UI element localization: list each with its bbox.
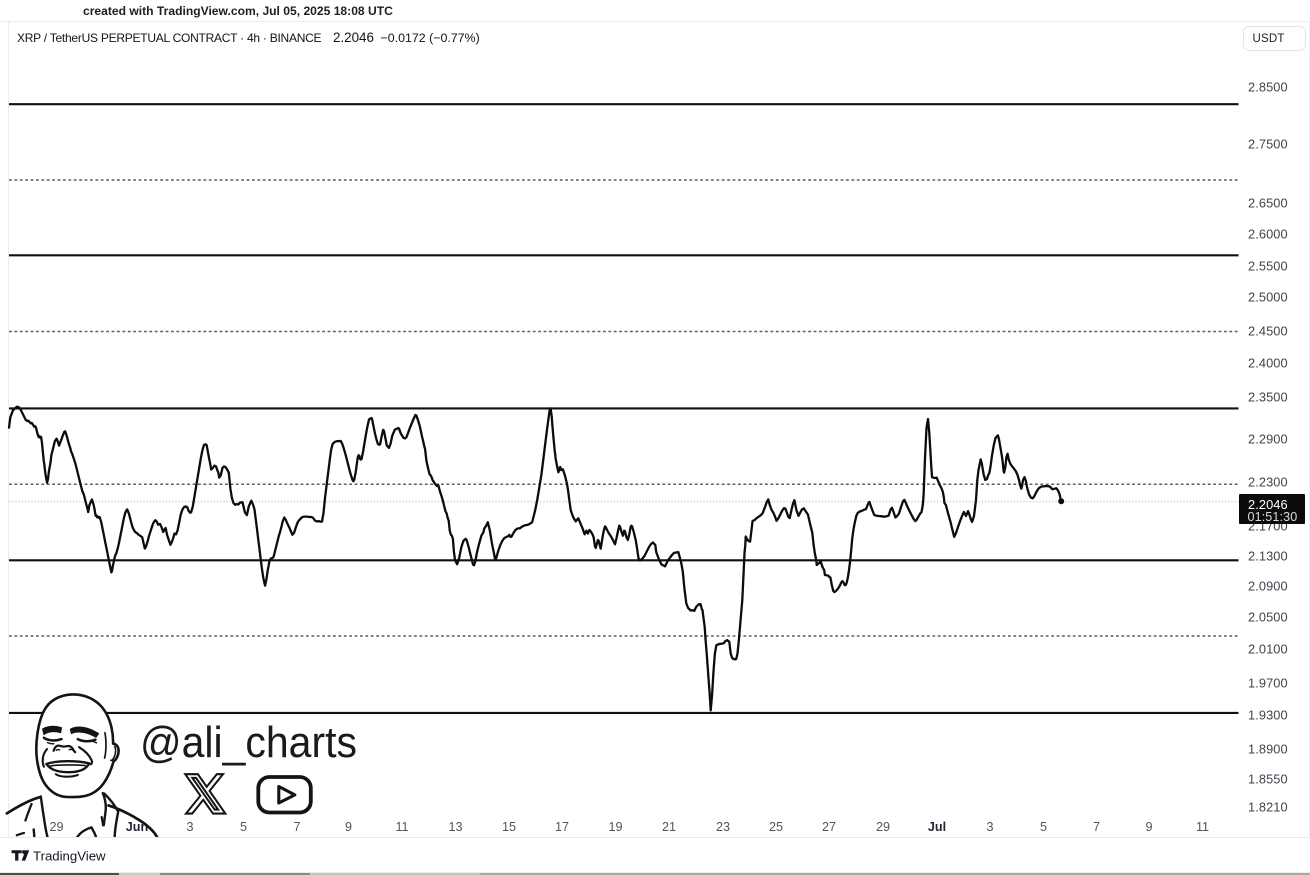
svg-text:@ali_charts: @ali_charts	[140, 718, 357, 767]
svg-text:TradingView: TradingView	[33, 848, 106, 863]
